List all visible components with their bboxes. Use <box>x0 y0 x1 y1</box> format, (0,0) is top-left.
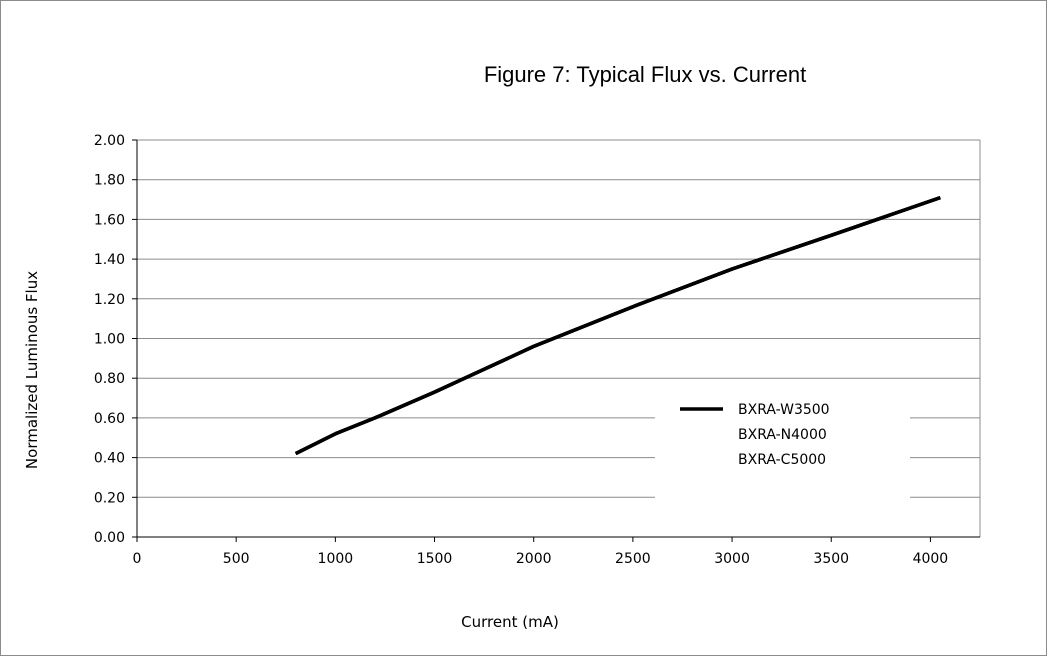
legend-label: BXRA-N4000 <box>738 427 827 443</box>
y-axis-label: Normalized Luminous Flux <box>23 271 41 469</box>
x-tick-label: 2500 <box>615 551 651 567</box>
x-tick-label: 3500 <box>813 551 849 567</box>
y-tick-label: 1.60 <box>94 212 125 228</box>
legend-label: BXRA-C5000 <box>738 452 826 468</box>
y-tick-label: 1.40 <box>94 252 125 268</box>
legend-box <box>655 392 910 522</box>
x-tick-label: 0 <box>133 551 142 567</box>
x-tick-label: 1000 <box>318 551 354 567</box>
x-tick-label: 3000 <box>714 551 750 567</box>
x-tick-label: 1500 <box>417 551 453 567</box>
y-tick-labels: 0.00 0.20 0.40 0.60 0.80 1.00 1.20 1.40 1.60 1.80… <box>94 133 137 546</box>
y-tick-label: 1.20 <box>94 292 125 308</box>
legend-label: BXRA-W3500 <box>738 402 830 418</box>
y-tick-label: 0.20 <box>94 490 125 506</box>
x-axis-label: Current (mA) <box>461 613 559 631</box>
y-tick-label: 1.80 <box>94 173 125 189</box>
x-tick-labels: 0 500 1000 1500 2000 2500 3000 3500 4000 <box>133 537 949 567</box>
series-layer <box>294 195 941 456</box>
legend: BXRA-W3500 BXRA-N4000 BXRA-C5000 <box>680 402 830 468</box>
y-tick-label: 1.00 <box>94 332 125 348</box>
series-line-bxra-c5000 <box>294 195 941 456</box>
y-tick-label: 0.60 <box>94 411 125 427</box>
x-tick-label: 2000 <box>516 551 552 567</box>
x-tick-label: 4000 <box>913 551 949 567</box>
x-tick-label: 500 <box>223 551 250 567</box>
y-tick-label: 2.00 <box>94 133 125 149</box>
y-tick-label: 0.80 <box>94 371 125 387</box>
legend-background <box>655 392 910 522</box>
y-tick-label: 0.00 <box>94 530 125 546</box>
chart-title: Figure 7: Typical Flux vs. Current <box>484 62 806 87</box>
y-tick-label: 0.40 <box>94 451 125 467</box>
